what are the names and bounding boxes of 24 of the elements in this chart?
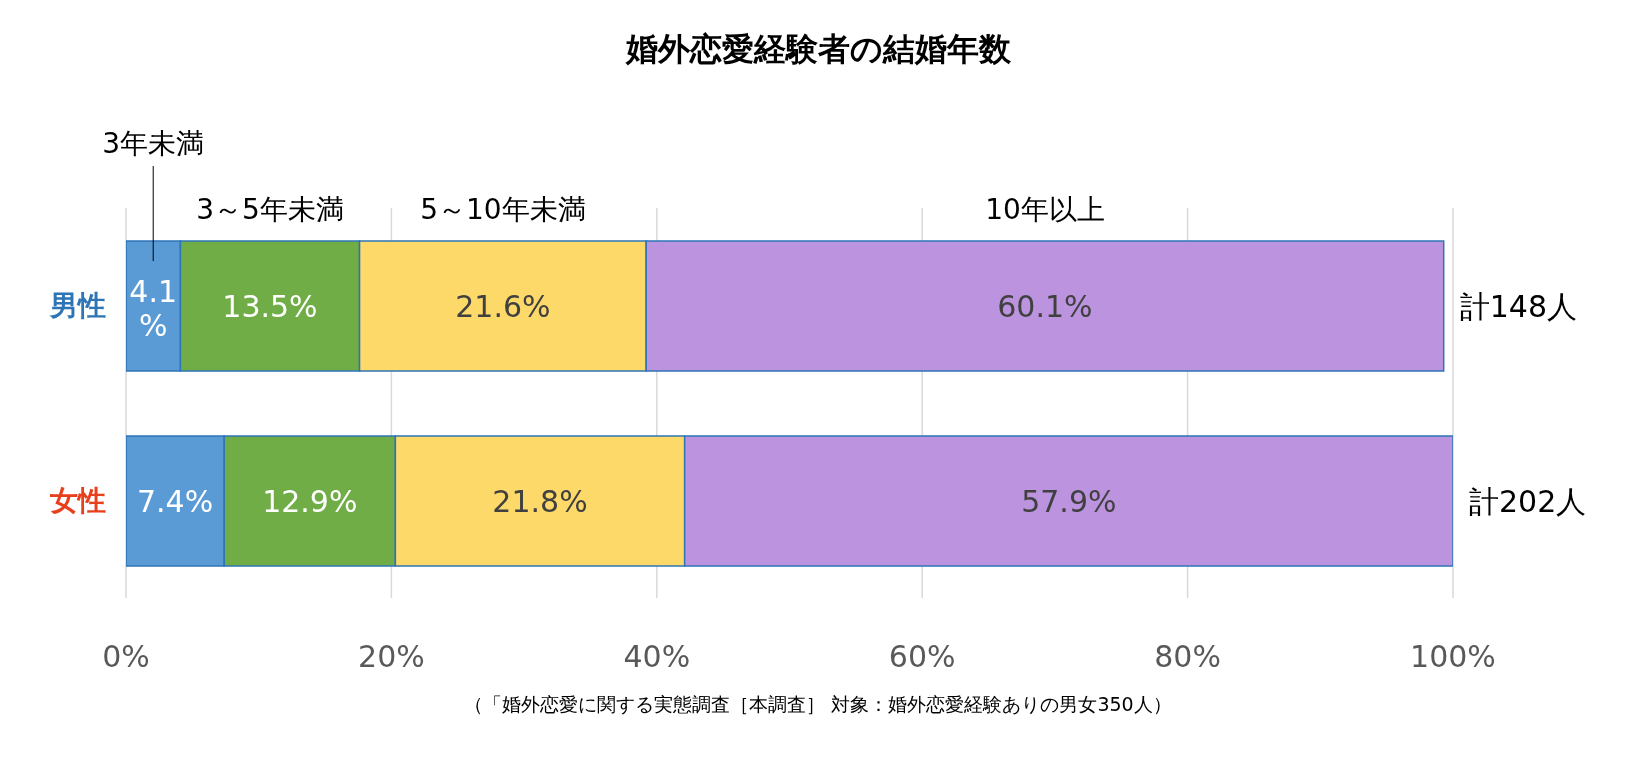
data-label: 57.9% bbox=[1021, 483, 1117, 519]
total-label: 計148人 bbox=[1459, 288, 1577, 324]
text: 3年未満 bbox=[102, 127, 205, 160]
data-label: 13.5% bbox=[222, 288, 318, 324]
x-tick-label: 40% bbox=[623, 639, 691, 675]
data-label: 7.4% bbox=[136, 483, 214, 519]
y-tick-label: 男性 bbox=[49, 289, 106, 323]
data-label: 12.9% bbox=[262, 483, 358, 519]
series-label: 5～10年未満 bbox=[420, 193, 586, 226]
data-label: 60.1% bbox=[997, 288, 1093, 324]
series-label: 10年以上 bbox=[985, 193, 1105, 226]
x-tick-label: 0% bbox=[102, 639, 150, 675]
x-tick-label: 60% bbox=[888, 639, 956, 675]
total-label: 計202人 bbox=[1469, 483, 1587, 519]
chart-title: 婚外恋愛経験者の結婚年数 bbox=[624, 29, 1012, 70]
data-label: 4.1% bbox=[129, 274, 178, 343]
x-tick-label: 20% bbox=[358, 639, 425, 675]
series-label: 3～5年未満 bbox=[196, 193, 344, 226]
text: （「婚外恋愛に関する実態調査［本調査］ 対象：婚外恋愛経験ありの男女350人） bbox=[463, 692, 1173, 717]
y-tick-label: 女性 bbox=[49, 484, 106, 518]
data-label: 21.8% bbox=[492, 483, 588, 519]
x-tick-label: 80% bbox=[1154, 639, 1221, 675]
x-tick-label: 100% bbox=[1410, 639, 1496, 675]
data-label: 21.6% bbox=[455, 288, 551, 324]
